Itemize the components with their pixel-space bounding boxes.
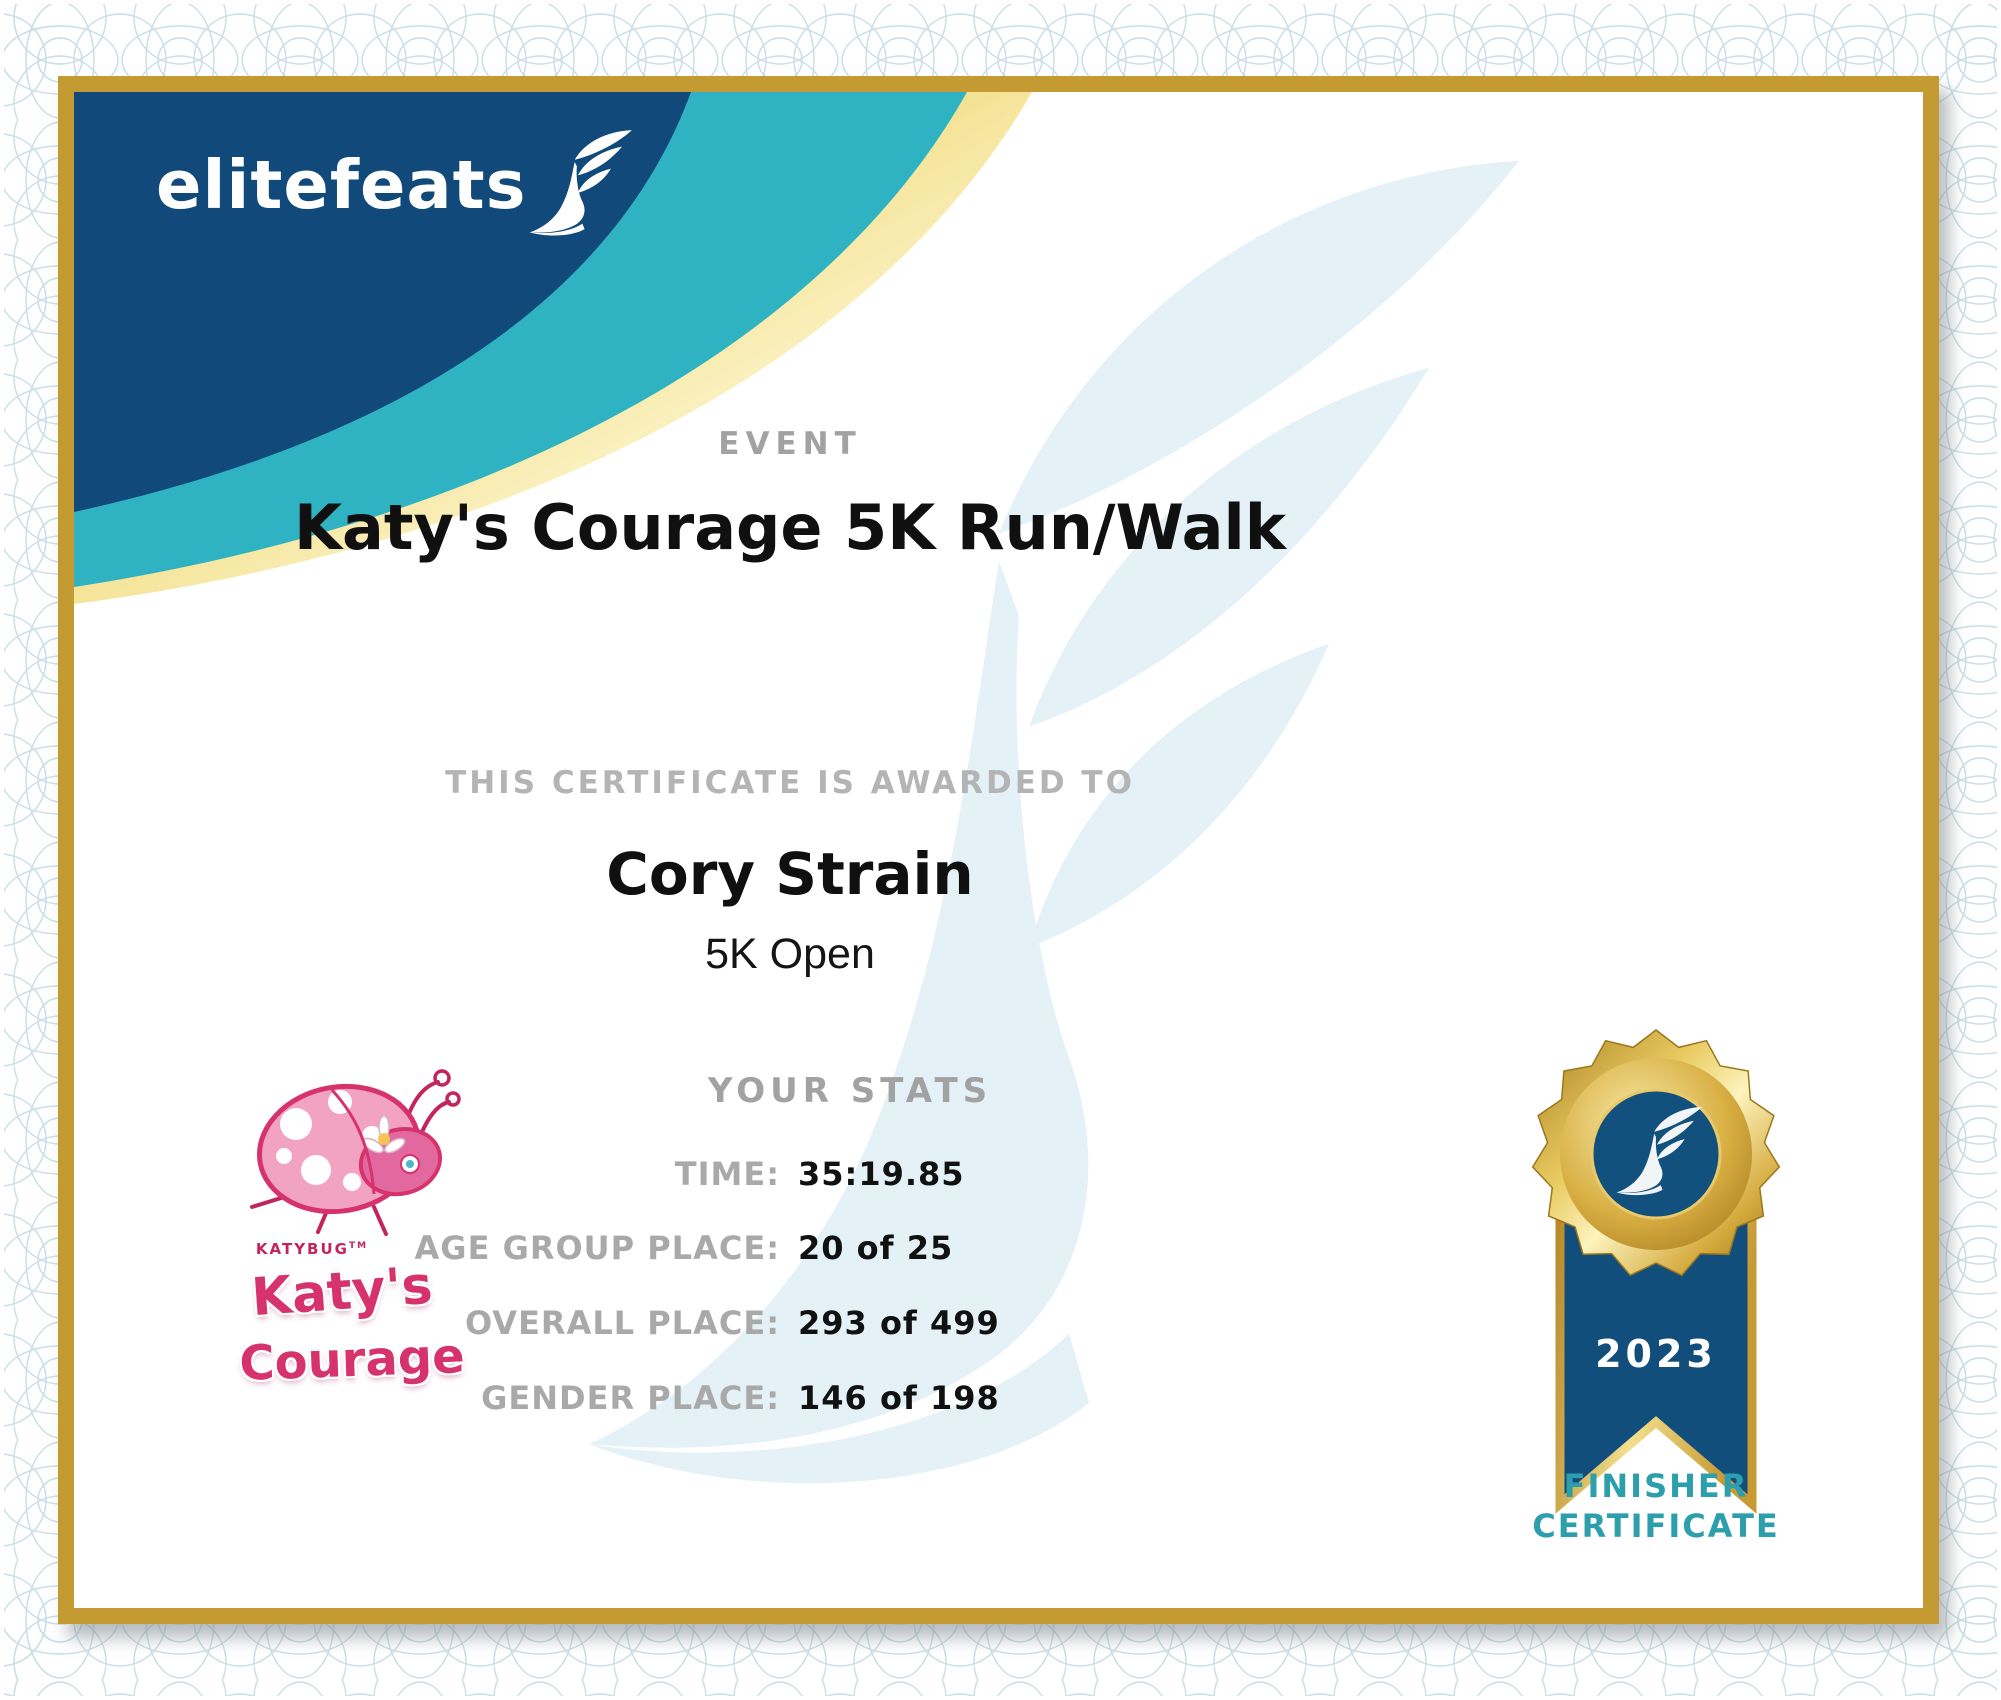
recipient-name: Cory Strain (606, 840, 974, 908)
finisher-medal: 2023 FINISHER CERTIFICATE (1516, 1004, 1796, 1604)
stat-value: 35:19.85 (798, 1155, 965, 1193)
header-swoosh (74, 92, 1032, 604)
stat-row-gender-place: GENDER PLACE: 146 of 198 (74, 1379, 1922, 1417)
certificate-line: CERTIFICATE (1532, 1507, 1780, 1545)
division-label: 5K Open (705, 930, 875, 978)
finisher-certificate-label: FINISHER CERTIFICATE (1496, 1466, 1816, 1546)
stat-label: TIME: (674, 1155, 780, 1193)
medal-year: 2023 (1595, 1332, 1717, 1376)
stats-heading: YOUR STATS (707, 1071, 993, 1111)
dark-blue-swoosh (74, 92, 691, 512)
winged-foot-icon (529, 130, 632, 236)
stat-value: 146 of 198 (798, 1379, 1000, 1417)
stat-value: 20 of 25 (798, 1229, 954, 1267)
event-title: Katy's Courage 5K Run/Walk (294, 491, 1286, 564)
finisher-line: FINISHER (1563, 1467, 1749, 1505)
courage-wordmark: Courage (238, 1328, 466, 1392)
stat-label: GENDER PLACE: (481, 1379, 780, 1417)
elitefeats-logo: elitefeats (156, 114, 633, 244)
stat-row-overall-place: OVERALL PLACE: 293 of 499 (74, 1304, 1922, 1342)
awarded-heading: THIS CERTIFICATE IS AWARDED TO (445, 765, 1135, 801)
stat-label: OVERALL PLACE: (464, 1304, 780, 1342)
ladybug-illustration (250, 1069, 461, 1236)
event-label: EVENT (718, 426, 862, 462)
certificate-body: elitefeats EVENT Katy's Courage 5K Run/W… (74, 92, 1922, 1606)
stat-label: AGE GROUP PLACE: (414, 1229, 780, 1267)
katybug-wordmark: KATYBUGTM (255, 1240, 369, 1258)
stat-value: 293 of 499 (798, 1304, 1000, 1342)
katys-courage-logo: KATYBUGTM Katy's Courage (192, 1044, 502, 1392)
stat-row-time: TIME: 35:19.85 (74, 1155, 1922, 1193)
stat-row-age-group-place: AGE GROUP PLACE: 20 of 25 (74, 1229, 1922, 1267)
elitefeats-wordmark: elitefeats (156, 146, 527, 224)
medal-rosette: 2023 (1531, 1029, 1781, 1514)
